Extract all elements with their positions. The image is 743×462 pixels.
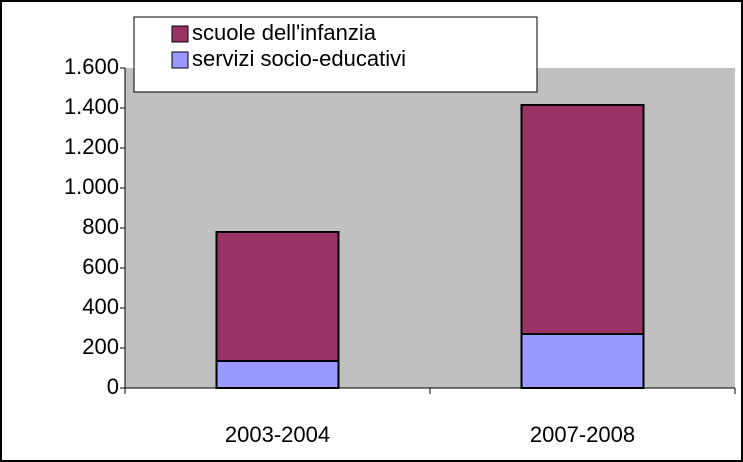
y-tick-label: 600 xyxy=(82,254,119,279)
legend-box xyxy=(133,16,538,93)
y-tick-label: 1.000 xyxy=(64,174,119,199)
bar-segment xyxy=(520,333,645,389)
y-tick-label: 400 xyxy=(82,294,119,319)
legend-swatch xyxy=(171,51,189,69)
bar-segment xyxy=(215,231,340,362)
x-tick-label: 2007-2008 xyxy=(530,422,635,447)
y-tick-label: 800 xyxy=(82,214,119,239)
legend-swatch xyxy=(171,25,189,43)
y-tick-label: 1.200 xyxy=(64,134,119,159)
y-tick-label: 0 xyxy=(107,374,119,399)
y-tick-label: 1.400 xyxy=(64,94,119,119)
bar-segment xyxy=(520,104,645,335)
x-tick-label: 2003-2004 xyxy=(225,422,330,447)
bar-segment xyxy=(215,360,340,389)
legend-label: servizi socio-educativi xyxy=(192,46,406,71)
legend-label: scuole dell'infanzia xyxy=(192,20,377,45)
y-tick-label: 1.600 xyxy=(64,54,119,79)
y-tick-label: 200 xyxy=(82,334,119,359)
